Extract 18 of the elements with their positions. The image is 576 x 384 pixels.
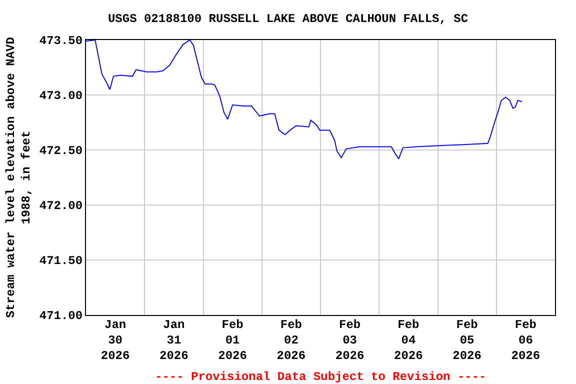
x-tick-label: Feb 02 2026 [276,318,306,364]
text: ---- Provisional Data Subject to Revision ---- [155,370,486,384]
x-tick-label: Feb 03 2026 [335,318,364,364]
y-tick-label: 472.00 [39,199,83,214]
y-tick-label: 473.00 [39,89,83,104]
x-tick-label: Jan 31 2026 [160,318,188,364]
x-tick-label: Jan 30 2026 [100,318,130,364]
x-tick-label: Feb 05 2026 [452,318,482,364]
chart-title: USGS 02188100 RUSSELL LAKE ABOVE CALHOUN FALLS, SC [108,12,468,26]
line-series [86,40,523,160]
x-tick-label: Feb 06 2026 [511,318,540,364]
y-tick-label: 473.50 [39,34,83,48]
y-tick-label: 471.50 [39,254,83,268]
y-tick-label: 471.00 [39,309,83,324]
x-tick-label: Feb 04 2026 [394,318,423,364]
y-axis-title: Stream water level elevation above NAVD 1988, in feet [4,37,34,318]
x-tick-label: Feb 01 2026 [218,318,247,364]
y-tick-label: 472.50 [39,144,83,158]
